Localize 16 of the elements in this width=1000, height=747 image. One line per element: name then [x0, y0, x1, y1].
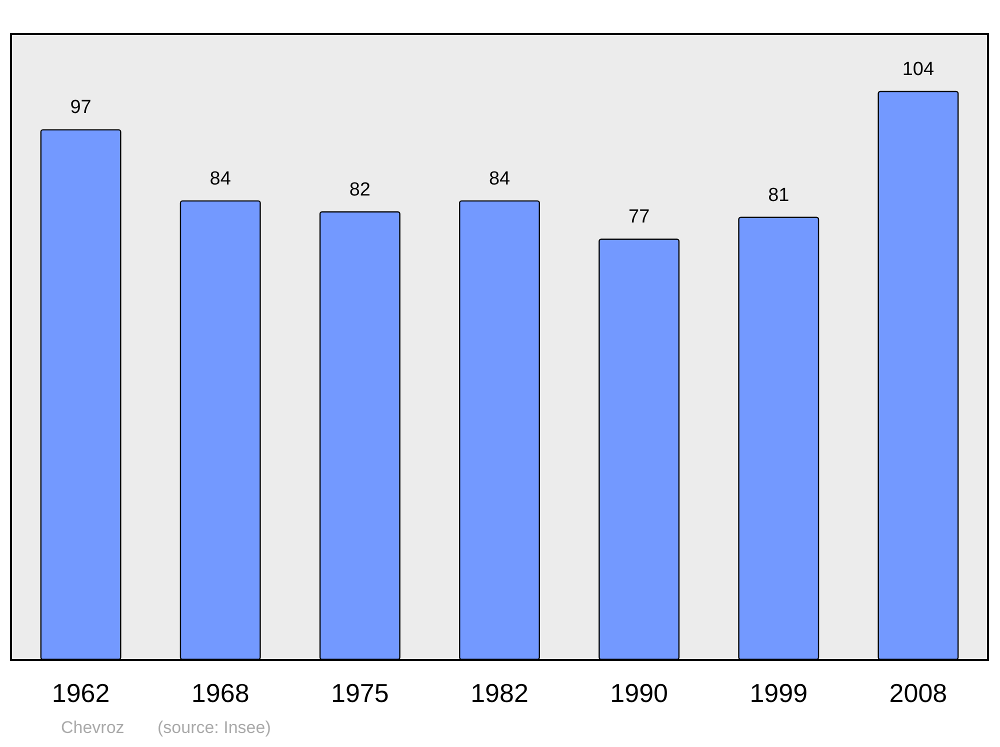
- x-tick-label: 1990: [610, 678, 668, 708]
- x-tick-label: 1975: [331, 678, 389, 708]
- data-label: 77: [628, 206, 650, 228]
- data-label: 104: [902, 58, 934, 80]
- data-label: 84: [488, 168, 510, 190]
- data-label: 97: [70, 97, 92, 118]
- data-label: 84: [210, 168, 232, 190]
- data-label: 82: [349, 179, 370, 200]
- text: Chevroz: [61, 718, 124, 737]
- text: (source: Insee): [158, 718, 271, 737]
- x-tick-label: 1999: [750, 678, 808, 708]
- x-tick-label: 1968: [191, 678, 250, 708]
- x-tick-label: 1982: [470, 678, 528, 708]
- data-label: 81: [768, 184, 790, 206]
- x-tick-label: 2008: [889, 678, 948, 708]
- x-tick-label: 1962: [52, 678, 110, 708]
